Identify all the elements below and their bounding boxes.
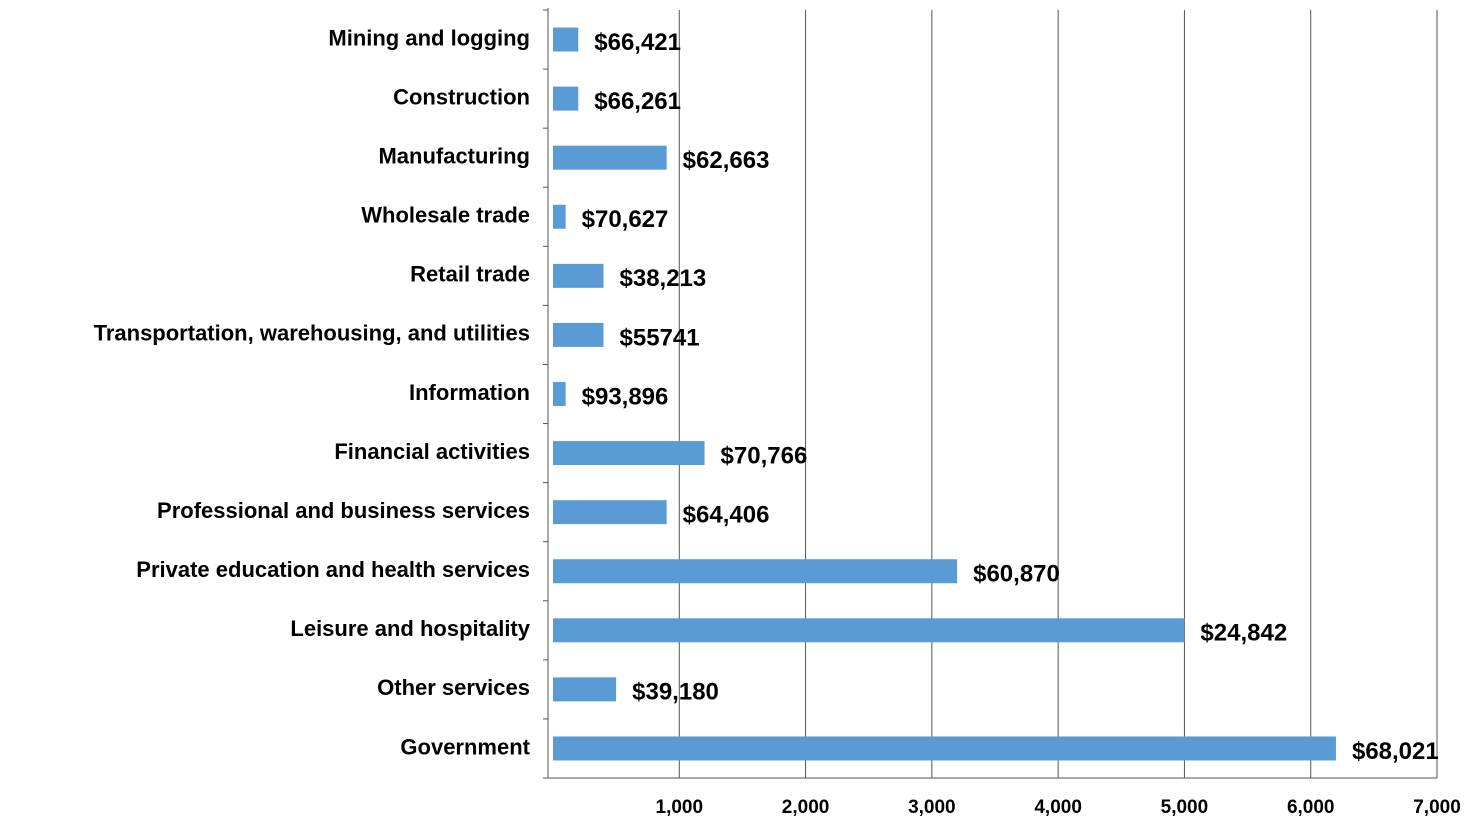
y-tick-label: Financial activities [334,439,530,464]
annotation: $66,261 [594,88,681,115]
annotation: $70,627 [582,206,669,233]
y-tick-label: Wholesale trade [361,203,530,228]
annotation: $64,406 [683,501,770,528]
annotation: $39,180 [632,679,719,706]
annotation: $70,766 [721,442,808,469]
bar [553,441,705,466]
y-tick-label: Information [409,380,530,405]
y-tick-label: Leisure and hospitality [290,616,530,641]
y-tick-label: Retail trade [410,262,530,287]
y-tick-label: Other services [377,675,530,700]
y-tick-label: Mining and logging [328,25,530,50]
y-tick-label: Professional and business services [157,498,530,523]
bar [553,27,579,52]
x-tick-label: 7,000 [1413,797,1461,818]
annotation: $68,021 [1352,738,1439,765]
y-tick-label: Transportation, warehousing, and utiliti… [94,321,530,346]
bar [553,500,667,525]
annotation: $24,842 [1200,620,1287,647]
bar [553,322,604,347]
x-tick-label: 2,000 [782,797,830,818]
y-tick-label: Construction [393,84,530,109]
annotation: $66,421 [594,29,681,56]
bar [553,204,566,229]
bar [553,559,958,584]
y-tick-label: Manufacturing [378,144,530,169]
annotation: $62,663 [683,147,770,174]
bar [553,677,617,702]
bar [553,145,667,170]
bar [553,86,579,111]
annotation: $38,213 [620,265,707,292]
y-tick-label: Private education and health services [136,557,530,582]
bar [553,263,604,288]
bar [553,618,1185,643]
x-tick-label: 6,000 [1287,797,1335,818]
x-tick-label: 3,000 [908,797,956,818]
x-tick-label: 1,000 [656,797,704,818]
annotation: $55741 [620,324,700,351]
x-tick-label: 4,000 [1034,797,1082,818]
bar [553,736,1336,761]
x-tick-label: 5,000 [1161,797,1209,818]
annotation: $60,870 [973,561,1060,588]
annotation: $93,896 [582,383,669,410]
y-tick-label: Government [400,734,530,759]
bar [553,382,566,406]
